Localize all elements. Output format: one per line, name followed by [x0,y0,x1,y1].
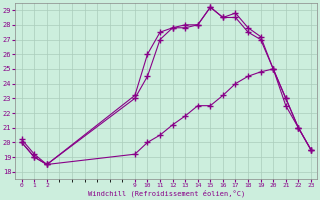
X-axis label: Windchill (Refroidissement éolien,°C): Windchill (Refroidissement éolien,°C) [88,190,245,197]
